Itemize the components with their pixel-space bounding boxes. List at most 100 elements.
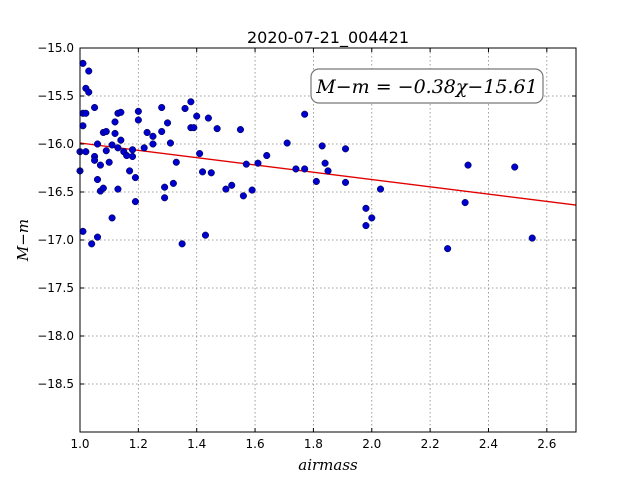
data-point (193, 112, 201, 120)
x-tick-label: 1.4 (187, 437, 206, 451)
data-point (85, 67, 93, 75)
data-point (236, 126, 245, 134)
data-point (178, 240, 186, 248)
grid-lines (80, 48, 576, 432)
data-point (204, 114, 212, 122)
data-point (149, 140, 157, 148)
data-point (181, 104, 189, 113)
data-point (93, 140, 102, 148)
x-tick-label: 2.2 (421, 437, 440, 451)
data-point (105, 158, 113, 166)
y-tick-label: −15.0 (37, 41, 74, 55)
data-point (511, 163, 519, 171)
x-tick-label: 1.2 (129, 437, 148, 451)
data-point (91, 156, 99, 164)
data-point (88, 240, 96, 248)
x-tick-label: 1.6 (246, 437, 265, 451)
x-tick-label: 2.6 (537, 437, 556, 451)
data-point (464, 161, 472, 169)
data-point (528, 234, 536, 242)
data-point (114, 144, 122, 152)
data-point (163, 119, 172, 127)
data-point (134, 116, 142, 124)
data-point (376, 185, 385, 193)
data-point (312, 177, 320, 185)
data-point (128, 146, 137, 154)
data-point (341, 178, 350, 186)
data-point (362, 222, 370, 230)
data-point (187, 98, 195, 106)
x-tick-label: 2.0 (362, 437, 381, 451)
data-point (131, 198, 139, 206)
x-tick-label: 1.8 (304, 437, 323, 451)
x-tick-label: 1.0 (70, 437, 89, 451)
x-tick-label: 2.4 (479, 437, 498, 451)
data-point (143, 128, 151, 137)
data-point (131, 174, 139, 182)
data-point (85, 88, 93, 96)
data-point (292, 165, 300, 173)
data-point (114, 185, 122, 193)
data-point (196, 150, 204, 158)
data-point (198, 168, 207, 176)
data-point (228, 181, 236, 189)
y-tick-label: −18.5 (37, 377, 74, 391)
data-point (128, 152, 137, 161)
data-point (341, 145, 350, 153)
data-point (158, 127, 166, 136)
data-point (239, 192, 247, 200)
data-point (79, 59, 87, 67)
data-point (102, 147, 110, 155)
y-tick-label: −16.0 (37, 137, 74, 151)
data-point (301, 110, 309, 118)
data-point (96, 161, 104, 169)
data-point (79, 227, 87, 235)
data-point (93, 175, 102, 184)
y-tick-label: −15.5 (37, 89, 74, 103)
data-point (283, 139, 291, 147)
data-point (324, 167, 332, 175)
data-point (321, 159, 329, 167)
data-point (161, 183, 169, 191)
data-point (123, 151, 131, 160)
data-point (108, 141, 116, 149)
data-point (111, 129, 119, 137)
data-point (362, 204, 370, 212)
data-point (111, 118, 119, 126)
data-point (301, 165, 309, 173)
y-axis-label: M−m (14, 219, 32, 262)
data-point (93, 233, 102, 241)
data-point (213, 125, 221, 133)
data-point (149, 132, 157, 140)
data-point (166, 139, 174, 147)
data-point (169, 179, 177, 187)
data-point (254, 159, 262, 167)
data-point (82, 148, 90, 156)
annotation-text: M−m = −0.38χ−15.61 (315, 76, 537, 98)
data-point (108, 214, 116, 222)
y-tick-label: −18.0 (37, 329, 74, 343)
data-point (190, 124, 198, 132)
data-point (368, 214, 376, 222)
data-point (172, 158, 180, 166)
data-point (263, 151, 271, 160)
data-point (201, 231, 210, 239)
y-tick-label: −17.5 (37, 281, 74, 295)
data-point (161, 194, 169, 202)
data-point (117, 136, 125, 144)
data-point (134, 107, 142, 115)
data-point (82, 109, 90, 117)
data-point (158, 103, 166, 112)
chart-title: 2020-07-21_004421 (247, 28, 409, 48)
data-point (461, 199, 469, 207)
x-axis-label: airmass (298, 456, 358, 474)
fit-annotation: M−m = −0.38χ−15.61 (310, 68, 544, 104)
data-point (248, 186, 256, 194)
data-point (444, 245, 452, 253)
axis-ticks: 1.0 1.2 1.4 1.6 1.8 2.0 2.2 2.4 2.6 −15.0 −15.5 −16… (37, 41, 576, 451)
data-point (207, 169, 215, 177)
data-point (99, 184, 107, 192)
data-point (222, 185, 230, 193)
data-point (91, 103, 99, 112)
y-tick-label: −17.0 (37, 233, 74, 247)
